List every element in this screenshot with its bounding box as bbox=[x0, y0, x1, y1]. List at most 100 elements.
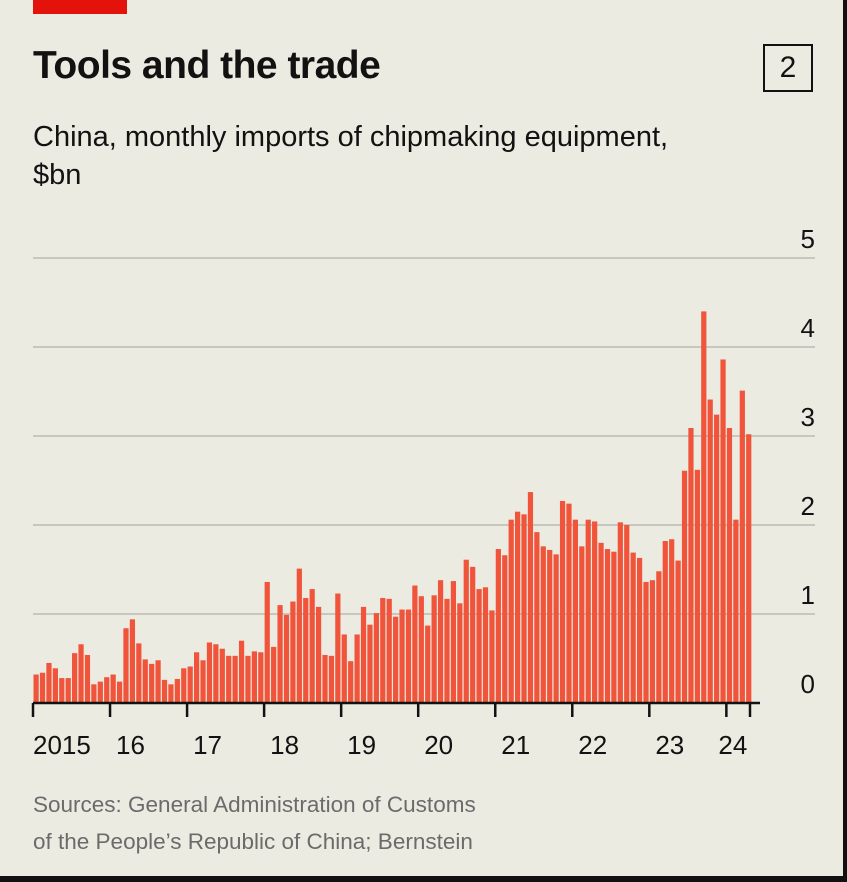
bar bbox=[495, 549, 501, 703]
bar bbox=[515, 511, 521, 703]
bar bbox=[251, 651, 257, 703]
bar bbox=[624, 525, 630, 703]
bar bbox=[579, 546, 585, 703]
bar bbox=[238, 640, 245, 703]
bar bbox=[726, 427, 733, 703]
chart-number-badge: 2 bbox=[763, 44, 813, 92]
bar bbox=[65, 678, 71, 703]
source-line-1: Sources: General Administration of Custo… bbox=[33, 792, 476, 817]
y-tick-label: 2 bbox=[801, 491, 815, 521]
y-tick-label: 1 bbox=[801, 580, 815, 610]
bar bbox=[386, 598, 392, 703]
source-note: Sources: General Administration of Custo… bbox=[33, 786, 476, 860]
bar bbox=[232, 655, 238, 703]
bar bbox=[46, 662, 52, 703]
bar bbox=[425, 625, 431, 703]
bar bbox=[714, 414, 720, 703]
bar bbox=[701, 311, 707, 703]
bar bbox=[258, 652, 264, 703]
bar bbox=[476, 589, 482, 703]
bar bbox=[694, 469, 700, 703]
bar bbox=[39, 672, 46, 703]
x-tick-label: 24 bbox=[718, 730, 747, 760]
bar bbox=[405, 609, 412, 703]
bar bbox=[444, 598, 450, 703]
bar bbox=[181, 668, 187, 703]
x-tick-label: 18 bbox=[270, 730, 299, 760]
bar bbox=[219, 648, 225, 703]
bar bbox=[617, 522, 623, 703]
bar bbox=[630, 552, 636, 703]
chart-title: Tools and the trade bbox=[33, 44, 381, 87]
bar bbox=[277, 605, 283, 703]
bar bbox=[636, 557, 643, 703]
bar bbox=[367, 624, 373, 703]
bar bbox=[290, 601, 296, 703]
bar bbox=[649, 580, 656, 703]
bar bbox=[245, 655, 251, 703]
bar bbox=[200, 660, 206, 703]
bar bbox=[142, 659, 148, 703]
bar bbox=[675, 560, 681, 703]
bar bbox=[547, 549, 553, 703]
chart-subtitle: China, monthly imports of chipmaking equ… bbox=[33, 121, 669, 191]
bar bbox=[226, 655, 232, 703]
bar bbox=[264, 581, 270, 703]
bar bbox=[194, 652, 200, 703]
bar bbox=[399, 609, 405, 703]
bar bbox=[174, 678, 180, 703]
bar bbox=[309, 589, 315, 703]
x-tick-label: 21 bbox=[501, 730, 530, 760]
bar bbox=[585, 519, 591, 703]
bar bbox=[656, 571, 662, 703]
bar bbox=[611, 551, 617, 703]
bar bbox=[489, 610, 495, 703]
x-tick-label: 17 bbox=[193, 730, 222, 760]
bar bbox=[322, 654, 328, 703]
bar bbox=[463, 559, 469, 703]
bar bbox=[52, 668, 58, 703]
x-tick-label: 2015 bbox=[33, 730, 91, 760]
bar bbox=[540, 546, 546, 703]
bar bbox=[341, 634, 347, 703]
bar bbox=[534, 532, 540, 703]
bar bbox=[566, 503, 572, 703]
bar bbox=[123, 628, 129, 703]
bar bbox=[373, 613, 379, 703]
bar bbox=[669, 539, 675, 703]
bar bbox=[482, 587, 489, 703]
bar bbox=[559, 500, 566, 703]
bar bbox=[328, 655, 335, 703]
bar bbox=[129, 619, 136, 703]
x-tick-label: 22 bbox=[578, 730, 607, 760]
bar bbox=[315, 606, 322, 703]
bar bbox=[296, 568, 302, 703]
bar bbox=[149, 663, 155, 703]
bar bbox=[527, 492, 534, 703]
bar bbox=[592, 521, 598, 703]
bar bbox=[116, 681, 123, 703]
bar bbox=[572, 519, 578, 703]
bar bbox=[418, 596, 424, 703]
x-tick-label: 23 bbox=[655, 730, 684, 760]
bar bbox=[348, 661, 354, 703]
y-tick-label: 5 bbox=[801, 224, 815, 254]
bar bbox=[91, 684, 97, 703]
bar bbox=[104, 677, 110, 703]
bar bbox=[161, 679, 168, 703]
bar bbox=[681, 470, 688, 703]
bar bbox=[335, 593, 341, 703]
bar bbox=[553, 554, 559, 703]
bar bbox=[739, 390, 745, 703]
bar bbox=[187, 666, 193, 703]
bar bbox=[206, 642, 213, 703]
bar bbox=[168, 684, 174, 703]
bar bbox=[78, 644, 84, 703]
bar bbox=[59, 678, 65, 703]
bar bbox=[283, 614, 290, 703]
bar bbox=[271, 646, 277, 703]
bar bbox=[604, 549, 611, 703]
source-line-2: of the People’s Republic of China; Berns… bbox=[33, 829, 473, 854]
